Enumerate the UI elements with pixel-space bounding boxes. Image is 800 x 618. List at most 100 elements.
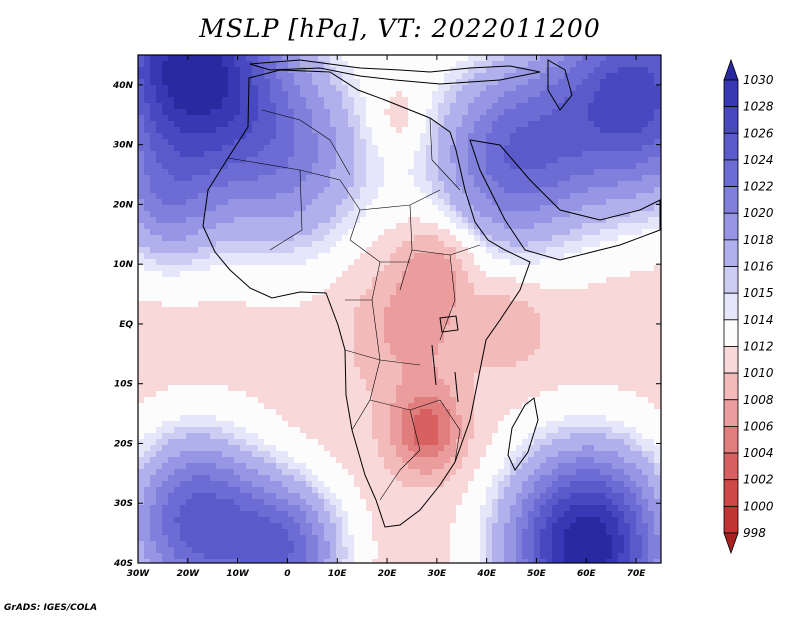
field-cell xyxy=(210,217,217,224)
field-cell xyxy=(234,109,241,116)
field-cell xyxy=(258,127,265,134)
field-cell xyxy=(348,169,355,176)
field-cell xyxy=(600,169,607,176)
field-cell xyxy=(504,235,511,242)
field-cell xyxy=(438,361,445,368)
field-cell xyxy=(522,301,529,308)
field-cell xyxy=(600,97,607,104)
field-cell xyxy=(438,265,445,272)
field-cell xyxy=(306,151,313,158)
field-cell xyxy=(630,187,637,194)
field-cell xyxy=(630,349,637,356)
field-cell xyxy=(558,319,565,326)
field-cell xyxy=(516,283,523,290)
field-cell xyxy=(210,157,217,164)
field-cell xyxy=(492,79,499,86)
field-cell xyxy=(174,361,181,368)
field-cell xyxy=(300,313,307,320)
field-cell xyxy=(492,367,499,374)
field-cell xyxy=(420,313,427,320)
field-cell xyxy=(342,319,349,326)
field-cell xyxy=(438,91,445,98)
field-cell xyxy=(390,103,397,110)
field-cell xyxy=(138,97,145,104)
field-cell xyxy=(222,175,229,182)
field-cell xyxy=(594,367,601,374)
field-cell xyxy=(324,343,331,350)
field-cell xyxy=(312,145,319,152)
field-cell xyxy=(570,187,577,194)
field-cell xyxy=(222,121,229,128)
field-cell xyxy=(342,235,349,242)
field-cell xyxy=(498,133,505,140)
field-cell xyxy=(336,97,343,104)
field-cell xyxy=(210,313,217,320)
field-cell xyxy=(474,367,481,374)
field-cell xyxy=(450,175,457,182)
field-cell xyxy=(216,373,223,380)
field-cell xyxy=(396,337,403,344)
field-cell xyxy=(624,139,631,146)
field-cell xyxy=(288,349,295,356)
field-cell xyxy=(474,343,481,350)
field-cell xyxy=(150,121,157,128)
field-cell xyxy=(600,301,607,308)
field-cell xyxy=(312,247,319,254)
field-cell xyxy=(228,385,235,392)
field-cell xyxy=(354,379,361,386)
field-cell xyxy=(150,181,157,188)
field-cell xyxy=(348,379,355,386)
field-cell xyxy=(552,319,559,326)
field-cell xyxy=(444,361,451,368)
field-cell xyxy=(612,55,619,62)
field-cell xyxy=(348,217,355,224)
field-cell xyxy=(330,229,337,236)
field-cell xyxy=(342,169,349,176)
field-cell xyxy=(390,55,397,62)
field-cell xyxy=(312,337,319,344)
field-cell xyxy=(348,145,355,152)
field-cell xyxy=(294,211,301,218)
field-cell xyxy=(294,253,301,260)
field-cell xyxy=(354,193,361,200)
field-cell xyxy=(228,229,235,236)
field-cell xyxy=(498,199,505,206)
field-cell xyxy=(552,337,559,344)
field-cell xyxy=(282,241,289,248)
field-cell xyxy=(312,331,319,338)
field-cell xyxy=(234,235,241,242)
field-cell xyxy=(162,235,169,242)
field-cell xyxy=(570,103,577,110)
field-cell xyxy=(180,313,187,320)
field-cell xyxy=(522,319,529,326)
field-cell xyxy=(522,289,529,296)
field-cell xyxy=(468,331,475,338)
field-cell xyxy=(504,103,511,110)
field-cell xyxy=(348,337,355,344)
field-cell xyxy=(240,313,247,320)
field-cell xyxy=(336,157,343,164)
field-cell xyxy=(612,241,619,248)
field-cell xyxy=(336,337,343,344)
field-cell xyxy=(630,241,637,248)
field-cell xyxy=(498,337,505,344)
field-cell xyxy=(252,271,259,278)
field-cell xyxy=(390,361,397,368)
field-cell xyxy=(150,295,157,302)
field-cell xyxy=(510,349,517,356)
field-cell xyxy=(486,223,493,230)
field-cell xyxy=(516,145,523,152)
field-cell xyxy=(246,367,253,374)
field-cell xyxy=(432,229,439,236)
field-cell xyxy=(480,175,487,182)
field-cell xyxy=(210,259,217,266)
field-cell xyxy=(576,277,583,284)
field-cell xyxy=(396,361,403,368)
field-cell xyxy=(654,67,661,74)
field-cell xyxy=(300,331,307,338)
field-cell xyxy=(138,133,145,140)
field-cell xyxy=(318,103,325,110)
field-cell xyxy=(258,175,265,182)
field-cell xyxy=(312,277,319,284)
field-cell xyxy=(438,349,445,356)
